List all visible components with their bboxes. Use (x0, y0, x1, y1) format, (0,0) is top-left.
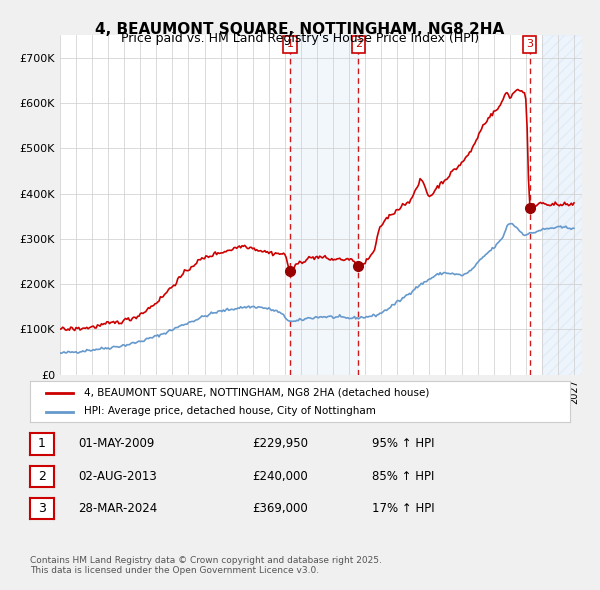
Text: 95% ↑ HPI: 95% ↑ HPI (372, 437, 434, 451)
Text: £229,950: £229,950 (252, 437, 308, 451)
Text: 1: 1 (287, 40, 293, 50)
Text: 2: 2 (38, 470, 46, 483)
Bar (542, 35, 582, 375)
Text: 2: 2 (355, 40, 362, 50)
Text: Contains HM Land Registry data © Crown copyright and database right 2025.
This d: Contains HM Land Registry data © Crown c… (30, 556, 382, 575)
Text: 1: 1 (38, 437, 46, 451)
Text: 4, BEAUMONT SQUARE, NOTTINGHAM, NG8 2HA (detached house): 4, BEAUMONT SQUARE, NOTTINGHAM, NG8 2HA … (84, 387, 430, 397)
Text: 28-MAR-2024: 28-MAR-2024 (78, 502, 157, 516)
Text: 17% ↑ HPI: 17% ↑ HPI (372, 502, 434, 516)
Text: 3: 3 (526, 40, 533, 50)
Bar (290, 35, 358, 375)
Text: 3: 3 (38, 502, 46, 516)
Text: Price paid vs. HM Land Registry's House Price Index (HPI): Price paid vs. HM Land Registry's House … (121, 32, 479, 45)
Text: 85% ↑ HPI: 85% ↑ HPI (372, 470, 434, 483)
Text: 02-AUG-2013: 02-AUG-2013 (78, 470, 157, 483)
Text: 01-MAY-2009: 01-MAY-2009 (78, 437, 154, 451)
Text: £240,000: £240,000 (252, 470, 308, 483)
Bar (542, 35, 582, 375)
Text: 4, BEAUMONT SQUARE, NOTTINGHAM, NG8 2HA: 4, BEAUMONT SQUARE, NOTTINGHAM, NG8 2HA (95, 22, 505, 37)
Text: HPI: Average price, detached house, City of Nottingham: HPI: Average price, detached house, City… (84, 406, 376, 416)
Text: £369,000: £369,000 (252, 502, 308, 516)
